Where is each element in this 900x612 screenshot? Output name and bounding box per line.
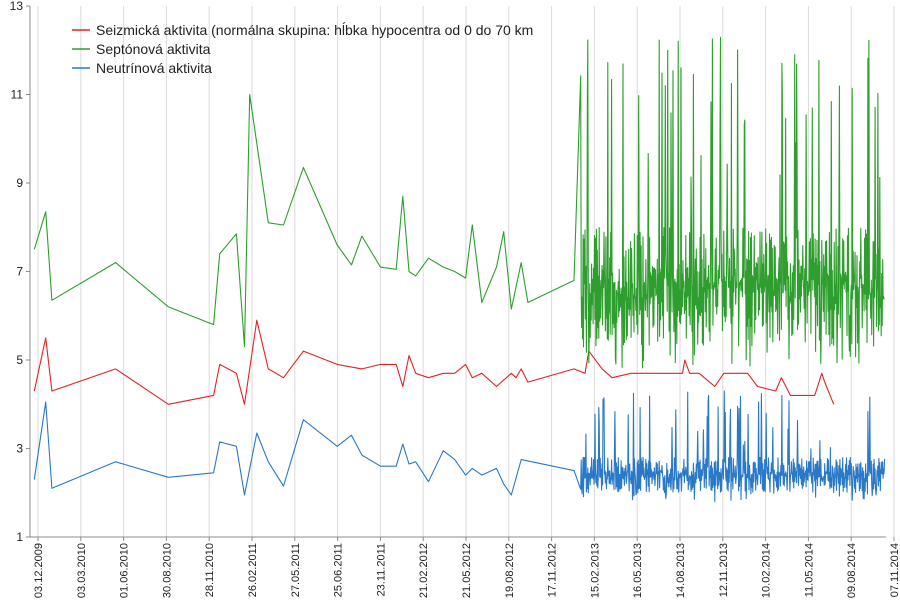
x-tick-label: 25.06.2011 [333, 543, 345, 597]
series-lines [33, 36, 886, 503]
x-tick-label: 27.05.2011 [290, 543, 302, 597]
legend-label-neutrino: Neutrínová aktivita [96, 60, 212, 76]
x-tick-label: 03.12.2009 [33, 543, 45, 598]
x-tick-label: 16.05.2013 [632, 543, 644, 598]
x-tick-label: 01.06.2010 [119, 543, 131, 598]
x-tick-label: 17.11.2012 [547, 543, 559, 597]
y-tick-label: 13 [10, 0, 24, 13]
x-tick-label: 26.02.2011 [247, 543, 259, 597]
legend-label-seismic: Seizmická aktivita (normálna skupina: hĺ… [96, 21, 533, 38]
x-tick-label: 14.08.2013 [675, 543, 687, 598]
series-line-1 [33, 36, 885, 369]
x-tick-label: 03.03.2010 [76, 543, 88, 598]
x-tick-label: 21.05.2012 [461, 543, 473, 598]
legend: Seizmická aktivita (normálna skupina: hĺ… [72, 21, 533, 76]
x-tick-label: 15.02.2013 [589, 543, 601, 598]
x-tick-label: 12.11.2013 [718, 543, 730, 597]
x-tick-label: 10.02.2014 [761, 543, 773, 598]
x-tick-label: 07.11.2014 [889, 543, 900, 597]
y-tick-label: 7 [16, 265, 23, 279]
x-tick-label: 19.08.2012 [504, 543, 516, 598]
series-line-2 [33, 390, 886, 503]
axes [26, 5, 895, 541]
series-line-0 [33, 319, 835, 405]
x-tick-label: 28.11.2010 [204, 543, 216, 597]
y-tick-label: 9 [16, 176, 23, 190]
y-tick-label: 1 [16, 530, 23, 544]
y-tick-label: 5 [16, 353, 23, 367]
x-tick-label: 09.08.2014 [846, 543, 858, 598]
y-tick-label: 11 [11, 88, 24, 102]
x-tick-labels: 03.12.2009 03.03.2010 01.06.2010 30.08.2010… [33, 543, 900, 598]
legend-label-septon: Septónová aktivita [96, 41, 211, 57]
x-tick-label: 30.08.2010 [161, 543, 173, 598]
x-tick-label: 11.05.2014 [803, 543, 815, 597]
y-tick-label: 3 [16, 442, 23, 456]
x-tick-label: 23.11.2011 [375, 543, 387, 596]
x-tick-label: 21.02.2012 [418, 543, 430, 598]
